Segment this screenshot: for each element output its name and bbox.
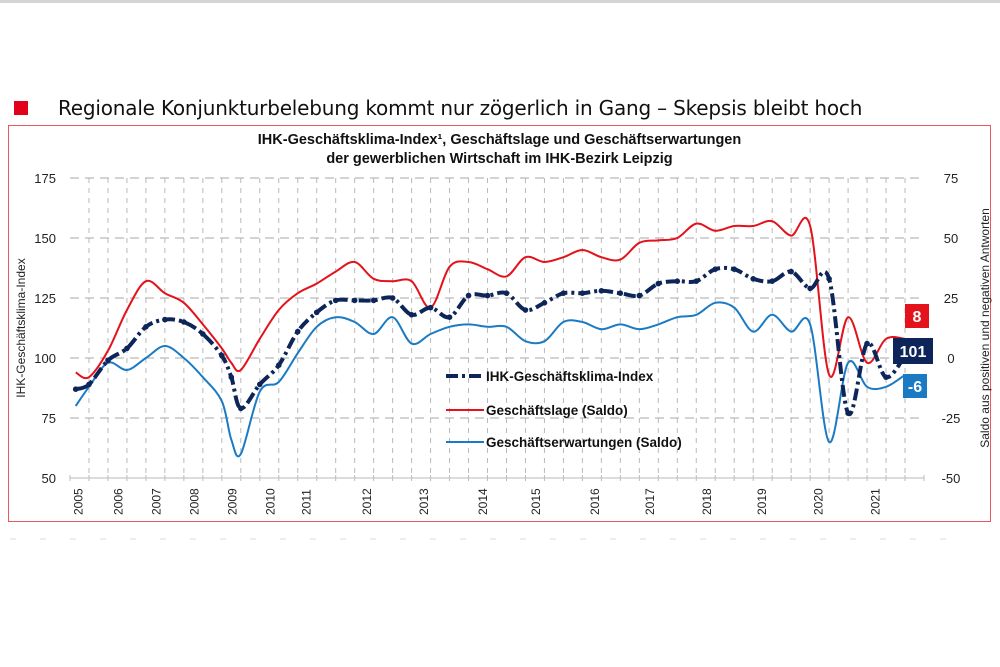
headline-text: Regionale Konjunkturbelebung kommt nur z… <box>58 96 863 120</box>
y-tick-label-right: 50 <box>944 231 958 246</box>
series-point-index <box>275 362 282 369</box>
chart-title: IHK-Geschäftsklima-Index¹, Geschäftslage… <box>8 131 991 169</box>
series-point-index <box>712 266 719 273</box>
series-point-index <box>503 290 510 297</box>
y-tick-label-right: 0 <box>947 351 954 366</box>
x-tick-label: 2010 <box>263 488 277 515</box>
series-point-index <box>238 405 244 412</box>
chart-title-line2: der gewerblichen Wirtschaft im IHK-Bezir… <box>326 151 673 167</box>
y-tick-label-right: 25 <box>944 291 958 306</box>
series-point-index <box>370 297 377 304</box>
end-value-badge <box>905 304 929 328</box>
series-point-index <box>446 314 453 321</box>
y-tick-label-left: 100 <box>34 351 56 366</box>
y-axis-title-left: IHK-Geschäftsklima-Index <box>14 258 28 397</box>
y-tick-label-right: -25 <box>942 411 961 426</box>
x-tick-label: 2016 <box>588 488 602 515</box>
series-point-index <box>883 374 889 381</box>
series-point-index <box>826 276 832 282</box>
headline-marker-icon <box>14 101 28 115</box>
end-value-label: 8 <box>913 309 922 326</box>
series-point-index <box>105 357 111 364</box>
y-tick-label-left: 125 <box>34 291 56 306</box>
series-point-index <box>636 292 643 299</box>
series-point-index <box>560 290 567 297</box>
series-point-index <box>617 290 624 297</box>
y-tick-label-left: 150 <box>34 231 56 246</box>
series-point-index <box>228 374 235 381</box>
x-tick-label: 2012 <box>360 488 374 515</box>
x-tick-label: 2009 <box>225 488 239 515</box>
series-point-index <box>162 316 168 323</box>
y-tick-label-left: 175 <box>34 171 56 186</box>
series-point-index <box>219 352 225 359</box>
x-tick-label: 2011 <box>299 489 313 515</box>
series-point-index <box>86 381 92 388</box>
x-tick-label: 2015 <box>529 488 543 515</box>
x-tick-label: 2008 <box>187 488 201 515</box>
x-tick-label: 2014 <box>476 488 490 515</box>
end-value-label: 101 <box>900 344 927 361</box>
series-point-index <box>408 312 415 318</box>
series-point-index <box>332 297 339 304</box>
series-point-index <box>598 288 605 294</box>
y-tick-label-left: 50 <box>42 471 56 486</box>
series-point-index <box>522 307 529 313</box>
y-axis-title-right: Saldo aus positiven und negativen Antwor… <box>978 208 992 448</box>
x-tick-label: 2018 <box>700 488 714 515</box>
series-point-index <box>750 276 756 282</box>
legend-label: Geschäftslage (Saldo) <box>486 403 628 418</box>
series-point-index <box>769 278 775 285</box>
series-point-index <box>72 386 79 393</box>
x-tick-label: 2017 <box>643 488 657 515</box>
x-tick-label: 2013 <box>417 488 431 515</box>
x-tick-label: 2021 <box>869 488 883 515</box>
footnote-faint <box>10 538 970 540</box>
legend-label: IHK-Geschäftsklima-Index <box>486 369 654 384</box>
series-point-index <box>124 345 130 352</box>
x-tick-label: 2005 <box>72 488 86 515</box>
chart-title-line1: IHK-Geschäftsklima-Index¹, Geschäftslage… <box>257 132 742 148</box>
series-point-index <box>655 280 662 287</box>
series-point-index <box>200 331 206 337</box>
x-tick-label: 2019 <box>755 488 769 515</box>
y-tick-label-right: -50 <box>942 471 961 486</box>
y-tick-label-left: 75 <box>42 411 56 426</box>
series-point-index <box>313 309 320 316</box>
series-point-index <box>256 381 263 388</box>
x-tick-label: 2007 <box>149 488 163 515</box>
series-point-index <box>731 266 738 273</box>
top-border <box>0 0 1000 3</box>
end-value-badge <box>903 374 927 398</box>
x-tick-label: 2020 <box>812 488 826 515</box>
series-point-index <box>541 300 548 306</box>
series-line-erwartungen <box>74 301 906 458</box>
series-point-index <box>465 292 472 299</box>
headline: Regionale Konjunkturbelebung kommt nur z… <box>14 96 862 120</box>
series-point-index <box>788 268 794 275</box>
series-point-index <box>579 290 586 297</box>
chart-frame <box>8 125 991 522</box>
end-value-badge <box>893 338 933 364</box>
x-tick-label: 2006 <box>111 488 125 515</box>
series-line-index <box>75 265 907 417</box>
series-point-index <box>181 319 187 325</box>
series-point-index <box>389 295 396 301</box>
y-tick-label-right: 75 <box>944 171 958 186</box>
series-point-index <box>807 285 813 292</box>
series-point-index <box>693 278 700 285</box>
series-line-lage <box>75 216 906 380</box>
series-point-index <box>864 340 870 347</box>
series-point-index <box>845 410 851 417</box>
series-point-index <box>427 304 434 311</box>
series-point-index <box>143 324 149 330</box>
series-point-index <box>484 292 491 299</box>
series-point-index <box>294 328 301 335</box>
end-value-label: -6 <box>908 379 922 396</box>
legend-label: Geschäftserwartungen (Saldo) <box>486 435 682 450</box>
series-point-index <box>674 278 681 285</box>
series-point-index <box>351 297 358 304</box>
